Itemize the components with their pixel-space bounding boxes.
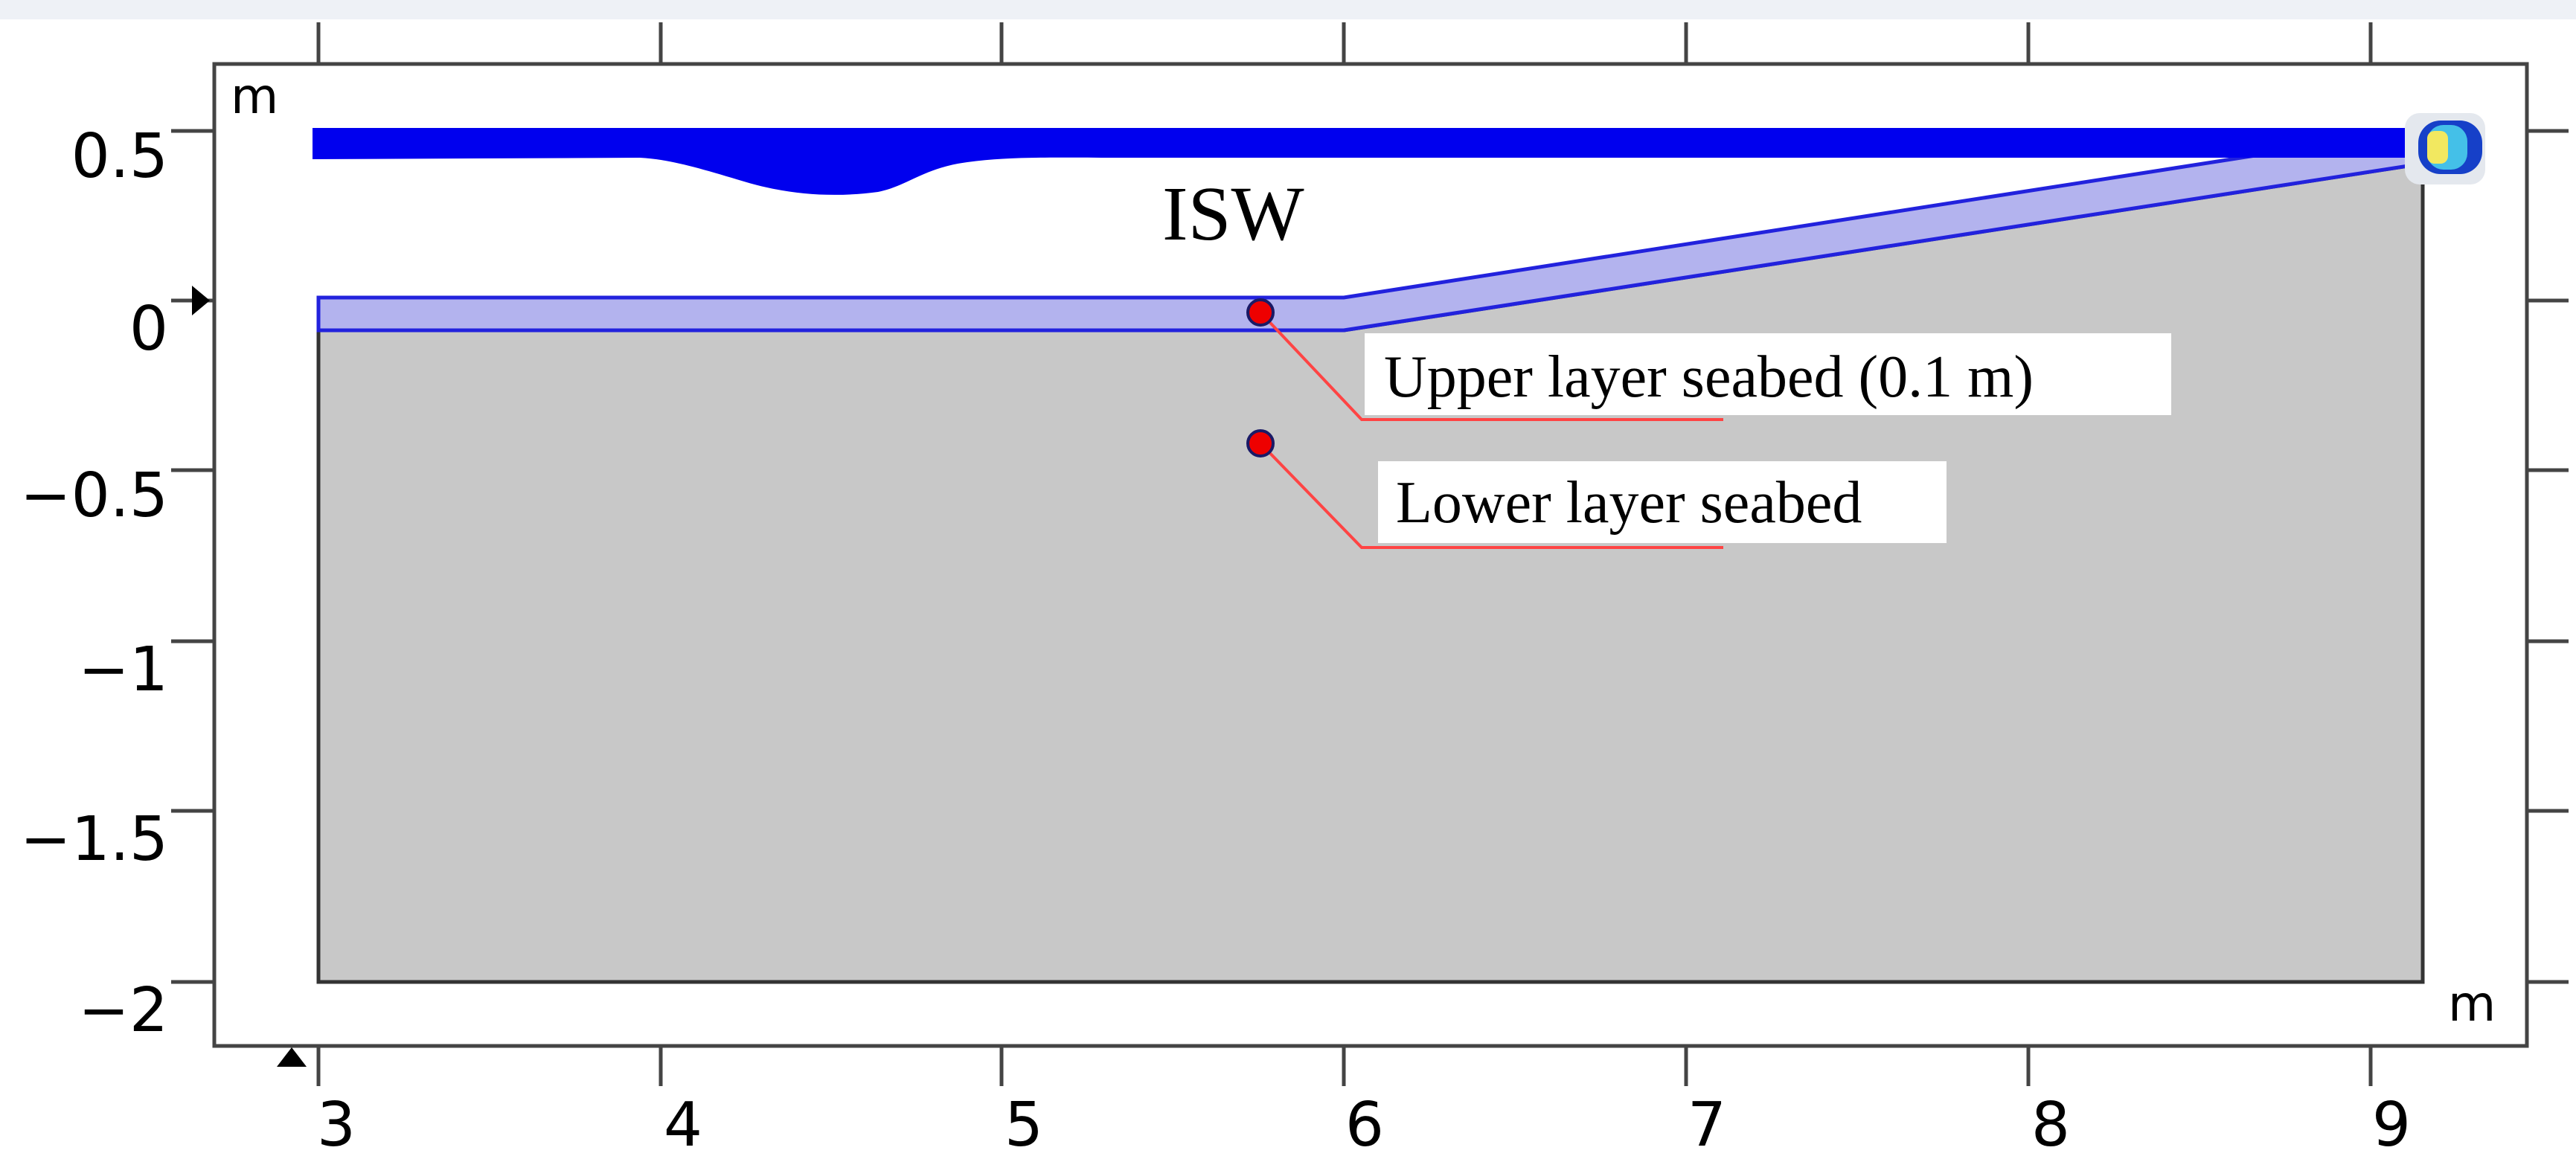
x-origin-arrow-icon bbox=[277, 1047, 307, 1067]
x-axis-top-ticks bbox=[316, 22, 2373, 64]
y-tick-label: 0.5 bbox=[71, 121, 168, 192]
y-axis-left-ticks bbox=[171, 129, 214, 984]
y-origin-arrow-icon bbox=[192, 286, 210, 315]
lower-probe-marker bbox=[1246, 429, 1275, 458]
water-layer bbox=[313, 128, 2423, 195]
upper-probe-leader-line bbox=[1259, 311, 1723, 421]
y-tick-label: 0 bbox=[129, 294, 168, 365]
x-tick-labels: 3 4 5 6 7 8 9 bbox=[317, 1090, 2411, 1159]
x-tick-label: 3 bbox=[317, 1090, 356, 1159]
x-tick-label: 5 bbox=[1005, 1090, 1043, 1159]
y-tick-label: −1.5 bbox=[20, 804, 168, 875]
lower-probe-label-box bbox=[1378, 461, 1947, 543]
y-unit-label: m bbox=[231, 68, 278, 125]
x-tick-label: 6 bbox=[1345, 1090, 1384, 1159]
lower-probe-leader-line bbox=[1259, 442, 1723, 549]
top-band bbox=[0, 0, 2576, 19]
x-tick-label: 4 bbox=[664, 1090, 702, 1159]
y-tick-label: −2 bbox=[78, 975, 168, 1046]
x-tick-label: 9 bbox=[2372, 1090, 2411, 1159]
y-axis-right-ticks bbox=[2527, 129, 2569, 984]
x-axis-bottom-ticks bbox=[316, 1046, 2373, 1086]
upper-probe-label-box bbox=[1365, 333, 2171, 415]
upper-probe-label: Upper layer seabed (0.1 m) bbox=[1384, 344, 2034, 410]
upper-probe-marker bbox=[1246, 298, 1275, 327]
boundary-feature bbox=[2405, 113, 2485, 184]
x-tick-label: 7 bbox=[1688, 1090, 1726, 1159]
x-unit-label: m bbox=[2448, 975, 2496, 1033]
y-tick-labels: 0.5 0 −0.5 −1 −1.5 −2 bbox=[20, 121, 168, 1046]
isw-label: ISW bbox=[1162, 171, 1304, 257]
x-tick-label: 8 bbox=[2031, 1090, 2070, 1159]
lower-probe-label: Lower layer seabed bbox=[1396, 470, 1862, 536]
y-tick-label: −1 bbox=[78, 635, 168, 705]
y-tick-label: −0.5 bbox=[20, 460, 168, 531]
